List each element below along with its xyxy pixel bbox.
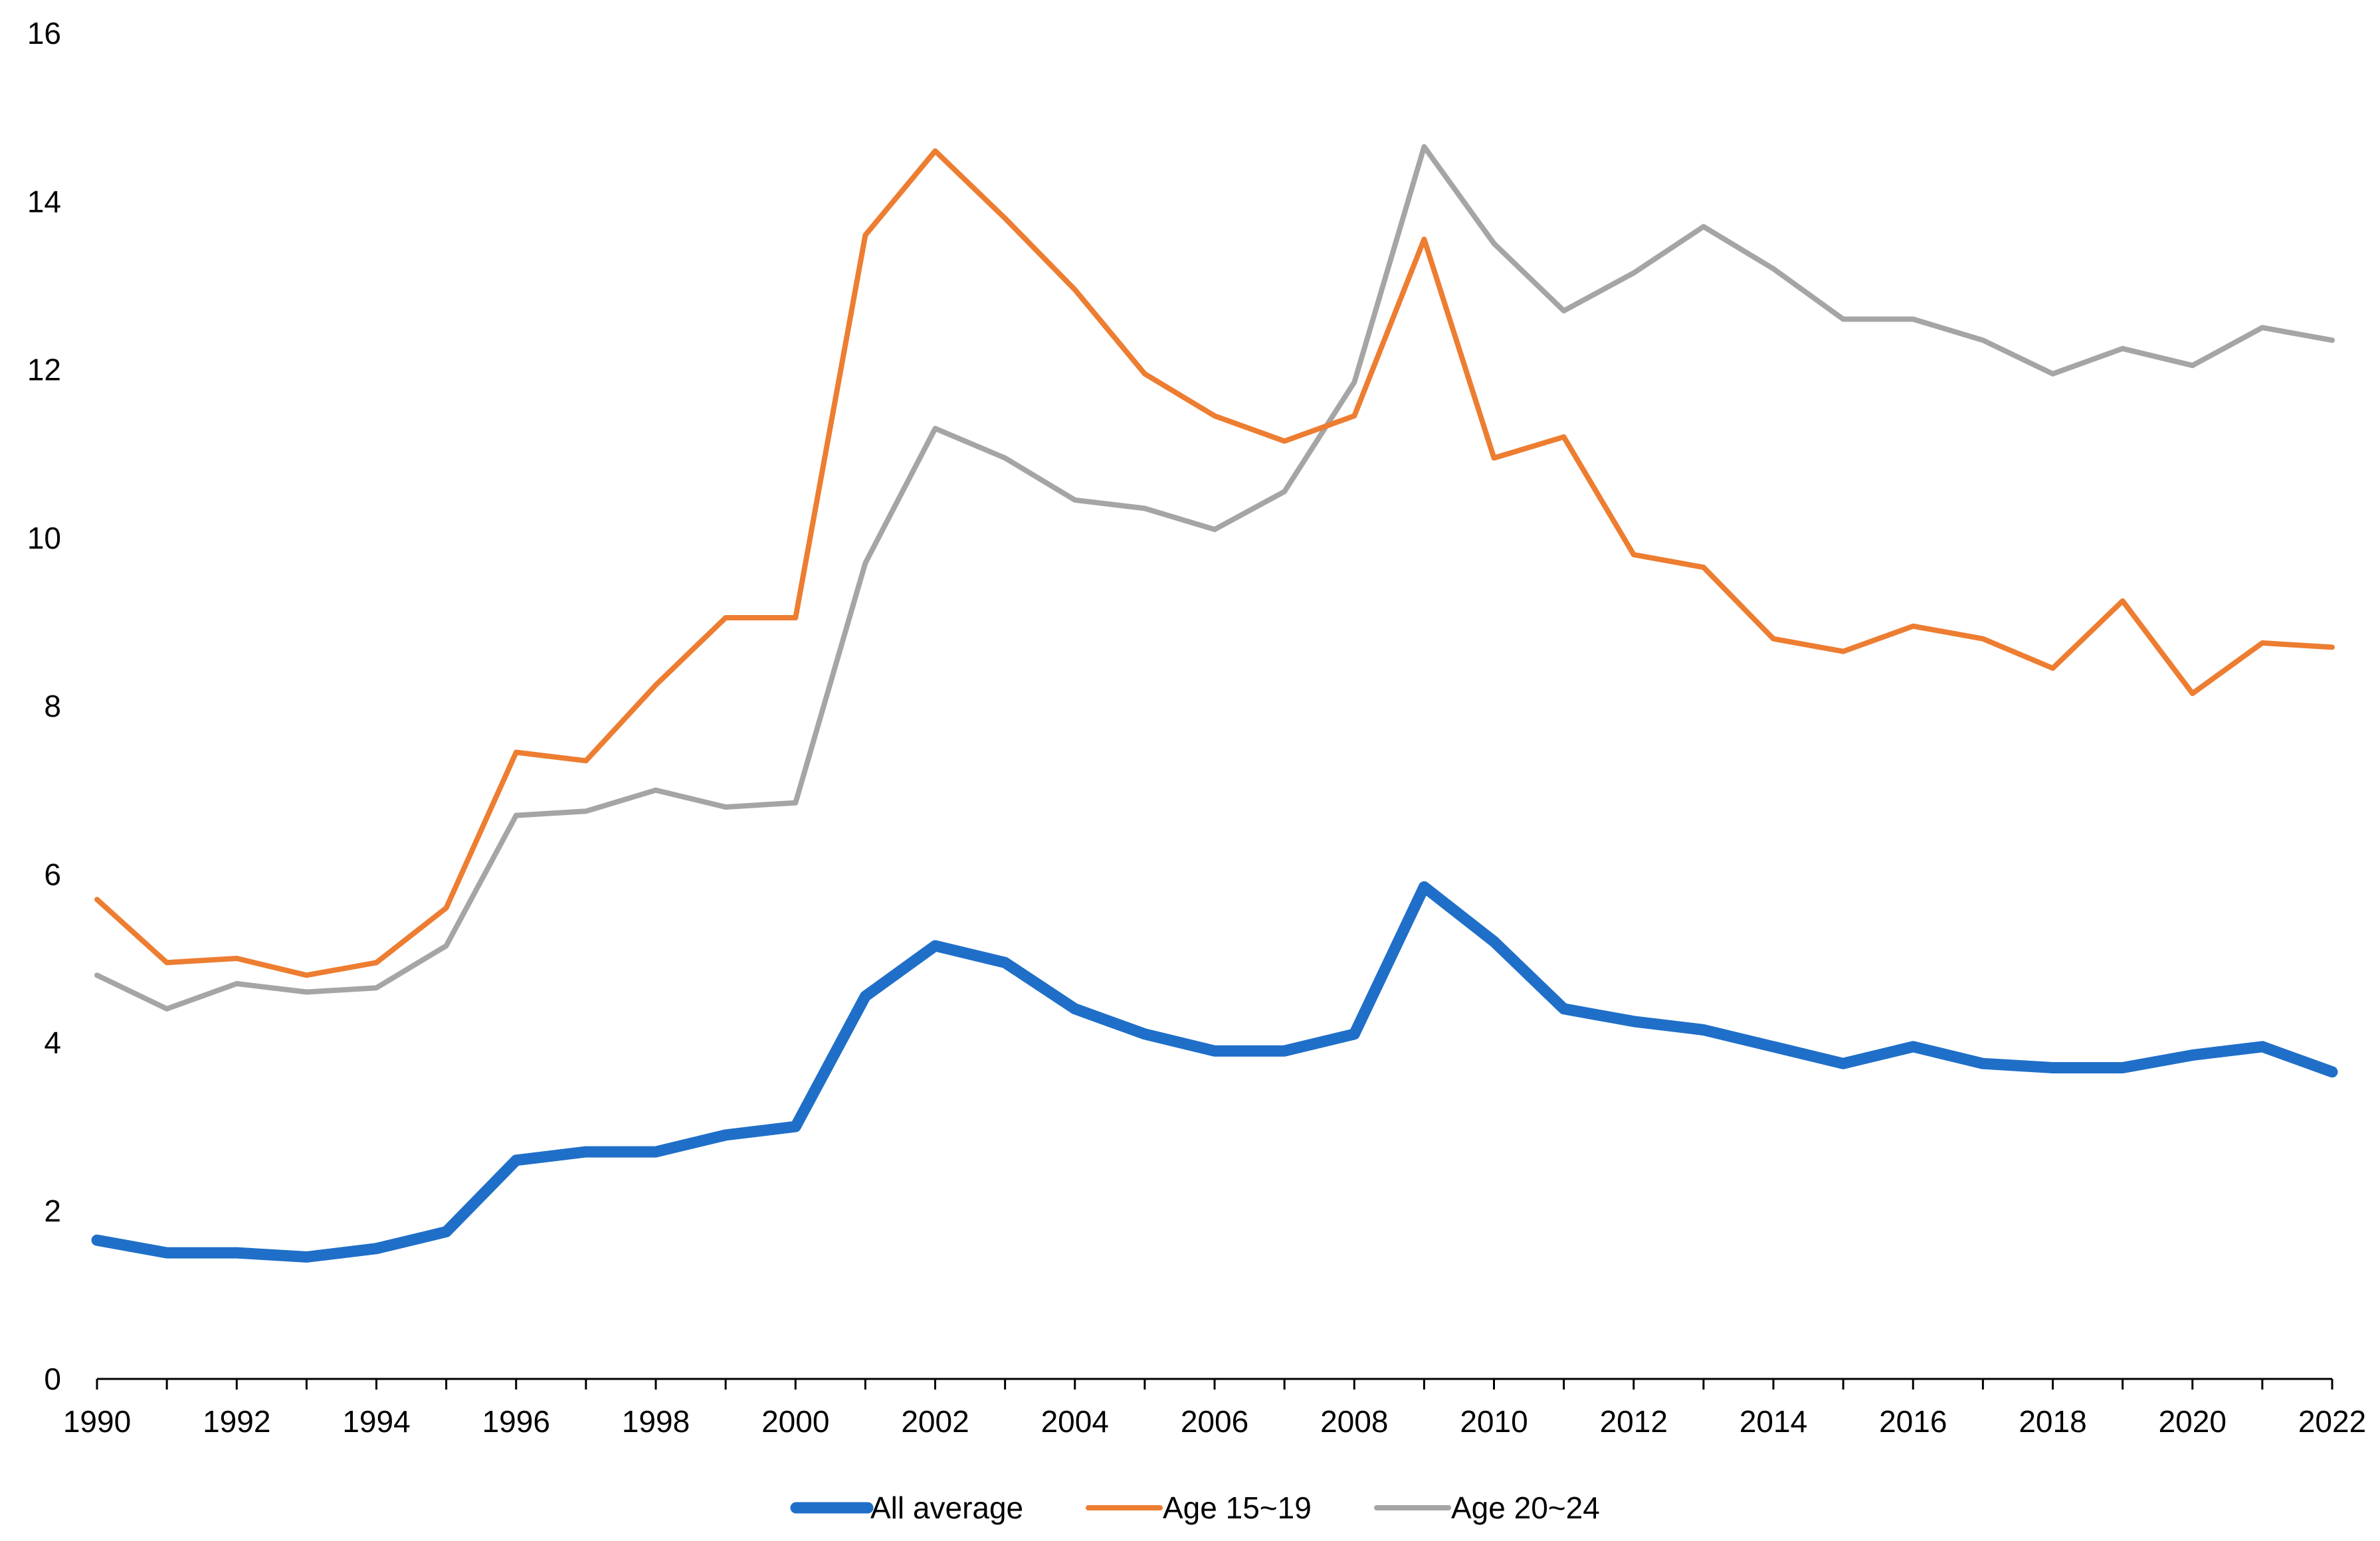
x-tick-label: 2010 bbox=[1460, 1404, 1528, 1439]
y-tick-label: 10 bbox=[27, 521, 61, 555]
series-line-all-average bbox=[91, 881, 2338, 1263]
x-tick-label: 2016 bbox=[1879, 1404, 1947, 1439]
x-tick-label: 1992 bbox=[203, 1404, 270, 1439]
x-tick-label: 2004 bbox=[1041, 1404, 1109, 1439]
x-tick-label: 2018 bbox=[2019, 1404, 2086, 1439]
x-tick-label: 2020 bbox=[2159, 1404, 2227, 1439]
x-tick-label: 2012 bbox=[1600, 1404, 1668, 1439]
x-tick-label: 2000 bbox=[761, 1404, 829, 1439]
x-tick-label: 2022 bbox=[2298, 1404, 2366, 1439]
x-tick-label: 1996 bbox=[482, 1404, 550, 1439]
legend: All average Age 15~19 Age 20~24 bbox=[790, 1491, 1600, 1525]
series-line-age-15-19 bbox=[94, 148, 2335, 978]
y-tick-label: 8 bbox=[44, 689, 61, 723]
y-tick-label: 12 bbox=[27, 353, 61, 387]
x-tick-label: 2008 bbox=[1320, 1404, 1388, 1439]
legend-label-age-15-19: Age 15~19 bbox=[1163, 1491, 1312, 1525]
y-tick-label: 14 bbox=[27, 184, 61, 219]
x-tick-label: 1990 bbox=[63, 1404, 131, 1439]
legend-label-all-average: All average bbox=[870, 1491, 1023, 1525]
series-layer bbox=[91, 143, 2338, 1263]
y-tick-label: 2 bbox=[44, 1194, 61, 1228]
y-tick-label: 0 bbox=[44, 1362, 61, 1396]
axes: 1990 1992 1994 1996 1998 2000 2002 2004 2006 2008… bbox=[27, 16, 2366, 1439]
series-line-age-20-24 bbox=[94, 143, 2335, 1012]
y-tick-label: 6 bbox=[44, 857, 61, 891]
x-tick-label: 1998 bbox=[622, 1404, 690, 1439]
x-tick-label: 2006 bbox=[1181, 1404, 1248, 1439]
x-tick-label: 2014 bbox=[1739, 1404, 1807, 1439]
x-tick-label: 1994 bbox=[342, 1404, 410, 1439]
y-tick-label: 16 bbox=[27, 16, 61, 50]
y-tick-label: 4 bbox=[44, 1026, 61, 1060]
legend-label-age-20-24: Age 20~24 bbox=[1451, 1491, 1600, 1525]
x-tick-label: 2002 bbox=[901, 1404, 969, 1439]
